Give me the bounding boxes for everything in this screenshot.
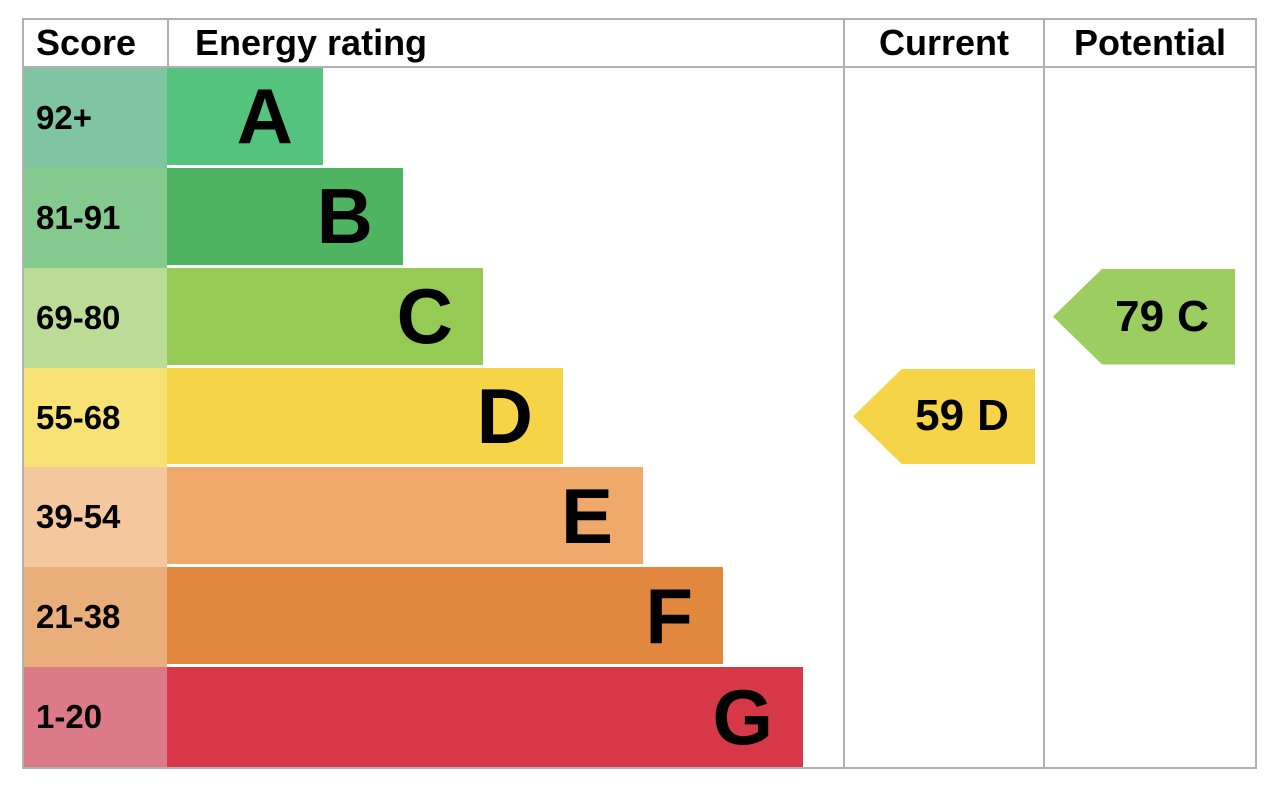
band-row: 21-38 F	[24, 567, 1255, 668]
epc-rating-chart: Score Energy rating Current Potential 92…	[22, 18, 1257, 769]
band-row: 1-20 G	[24, 667, 1255, 768]
score-range-cell: 55-68	[24, 367, 167, 468]
band-row: 55-68 D	[24, 367, 1255, 468]
current-rating-value: 59	[915, 391, 965, 441]
score-range-cell: 69-80	[24, 267, 167, 368]
header-row: Score Energy rating Current Potential	[24, 20, 1255, 66]
score-column-header: Score	[36, 22, 137, 63]
potential-rating-band-letter: C	[1177, 291, 1209, 341]
header-divider-line	[24, 66, 1255, 68]
potential-column-header: Potential	[1073, 22, 1226, 63]
band-bar: F	[167, 567, 723, 668]
band-bar: B	[167, 167, 403, 268]
energy-rating-column-header: Energy rating	[195, 22, 428, 63]
potential-column-divider-line	[1043, 20, 1045, 767]
score-column-divider-line	[167, 20, 169, 66]
score-range-cell: 1-20	[24, 667, 167, 768]
current-column-header: Current	[878, 22, 1009, 63]
current-rating-band-letter: D	[977, 391, 1009, 441]
band-row: 81-91 B	[24, 167, 1255, 268]
score-range-cell: 39-54	[24, 467, 167, 568]
band-bar: C	[167, 267, 483, 368]
band-row: 69-80 C	[24, 267, 1255, 368]
band-bar: G	[167, 667, 803, 768]
score-range-cell: 21-38	[24, 567, 167, 668]
band-row: 39-54 E	[24, 467, 1255, 568]
band-bar: D	[167, 367, 563, 468]
band-row: 92+ A	[24, 68, 1255, 168]
current-column-divider-line	[843, 20, 845, 767]
band-rows: 92+ A 81-91 B 69-80 C 55-68 D 39-54 E 21…	[24, 68, 1255, 768]
band-bar: A	[167, 68, 323, 168]
band-bar: E	[167, 467, 643, 568]
score-range-cell: 92+	[24, 68, 167, 168]
potential-rating-value: 79	[1115, 291, 1165, 341]
score-range-cell: 81-91	[24, 167, 167, 268]
